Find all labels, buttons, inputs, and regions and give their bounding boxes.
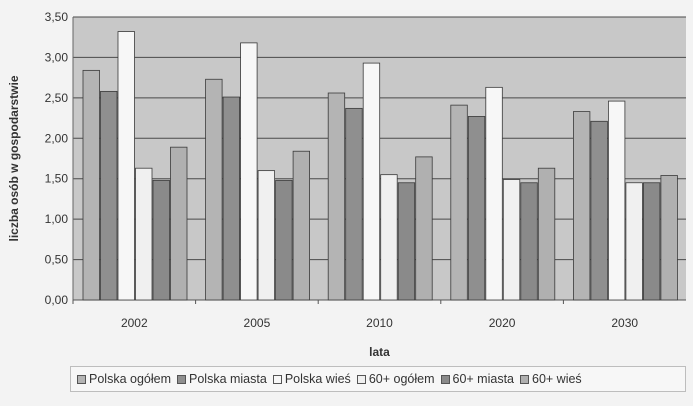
legend-item: Polska wieś — [272, 372, 351, 386]
legend-swatch — [520, 374, 529, 384]
bar — [117, 31, 135, 301]
x-tick-label: 2002 — [121, 316, 148, 330]
x-tick-label: 2005 — [244, 316, 271, 330]
bar — [397, 182, 416, 301]
y-tick-label: 2,00 — [45, 131, 69, 145]
bar — [520, 182, 538, 301]
bar — [660, 175, 678, 301]
bar — [240, 42, 258, 301]
bar — [380, 174, 398, 301]
bar — [643, 182, 661, 301]
y-tick-label: 2,50 — [45, 91, 69, 105]
legend-swatch — [272, 374, 282, 384]
legend-label: 60+ ogółem — [368, 372, 435, 386]
bar — [327, 92, 346, 301]
bar — [485, 86, 503, 301]
y-tick-label: 3,00 — [45, 50, 69, 64]
bar — [222, 96, 241, 301]
x-tick-label: 2010 — [366, 316, 393, 330]
legend-swatch — [440, 374, 450, 384]
bar — [590, 120, 608, 301]
bar — [625, 182, 643, 301]
bar — [135, 167, 153, 301]
bar — [573, 111, 591, 301]
legend-swatch — [356, 374, 366, 384]
bar — [450, 104, 468, 301]
bar — [257, 170, 276, 301]
legend-item: 60+ wieś — [520, 372, 582, 386]
legend-item: Polska ogółem — [77, 372, 171, 386]
bar — [205, 78, 223, 301]
y-axis-title: liczba osób w gospodarstwie — [7, 75, 21, 241]
bar — [82, 69, 100, 301]
bar — [537, 167, 556, 301]
legend-swatch — [177, 374, 186, 384]
x-tick-label: 2030 — [611, 316, 638, 330]
legend-item: 60+ miasta — [440, 372, 515, 386]
bar — [608, 100, 626, 301]
y-tick-label: 3,50 — [45, 10, 69, 24]
bar — [152, 179, 170, 301]
legend-label: Polska wieś — [284, 372, 351, 386]
y-tick-label: 0,50 — [45, 253, 69, 267]
legend-label: 60+ wieś — [532, 372, 582, 386]
bar — [100, 90, 118, 301]
legend-label: Polska miasta — [189, 372, 267, 386]
legend-swatch — [77, 374, 86, 384]
legend-item: 60+ ogółem — [356, 372, 435, 386]
y-tick-label: 0,00 — [45, 293, 69, 307]
y-tick-label: 1,50 — [45, 172, 69, 186]
bar — [275, 179, 293, 301]
chart-legend: Polska ogółem Polska miasta Polska wieś 60+… — [70, 366, 686, 392]
legend-label: Polska ogółem — [89, 372, 171, 386]
x-tick-label: 2020 — [489, 316, 516, 330]
bar — [345, 107, 363, 301]
bar — [292, 150, 311, 301]
bar — [467, 116, 486, 301]
legend-item: Polska miasta — [177, 372, 267, 386]
x-axis-title: lata — [369, 345, 390, 359]
bar — [362, 62, 381, 301]
y-tick-label: 1,00 — [45, 212, 69, 226]
bar — [502, 179, 521, 301]
legend-label: 60+ miasta — [452, 372, 515, 386]
bar — [170, 146, 188, 301]
bar — [415, 156, 433, 301]
